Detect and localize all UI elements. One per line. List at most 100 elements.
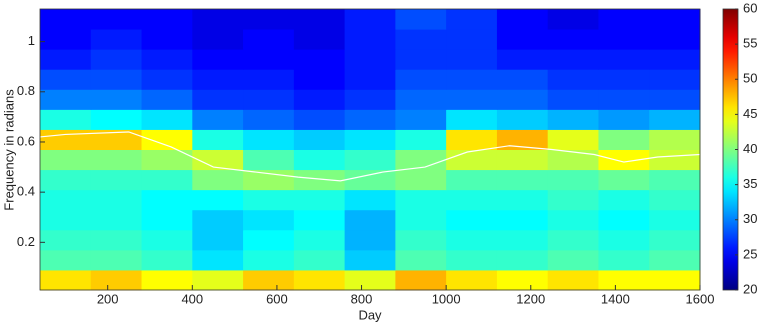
heat-cell (598, 69, 650, 90)
heat-cell (90, 49, 143, 70)
ridge-line (39, 131, 701, 182)
heat-cell (40, 209, 92, 231)
heat-cell (446, 29, 498, 50)
heat-cell (141, 249, 193, 271)
heat-cell (40, 149, 92, 171)
heat-cell (192, 149, 244, 171)
heat-cell (293, 129, 346, 150)
heat-cell (141, 9, 193, 30)
heat-cell (344, 209, 396, 231)
heat-cell (446, 49, 498, 70)
heat-cell (90, 89, 143, 110)
heat-cell (547, 169, 599, 191)
heat-cell (90, 29, 143, 50)
heat-cell (40, 49, 92, 70)
heat-cell (192, 189, 244, 211)
heat-cell (90, 129, 143, 150)
heat-cell (598, 129, 650, 150)
heat-cell (40, 189, 92, 211)
heat-cell (90, 249, 143, 271)
heat-cell (496, 109, 549, 130)
heat-cell (293, 29, 346, 50)
heat-cell (243, 49, 295, 70)
heat-cell (90, 209, 143, 231)
heat-cell (141, 49, 193, 70)
colorbar-tick-label: 20 (743, 281, 757, 296)
heat-cell (649, 69, 701, 90)
colorbar-tick-label: 45 (743, 106, 757, 121)
heat-cell (395, 169, 447, 191)
heat-cell (446, 209, 498, 231)
heat-cell (395, 209, 447, 231)
heat-cell (192, 109, 244, 130)
heat-cell (293, 49, 346, 70)
heat-cell (598, 29, 650, 50)
heat-cell (293, 69, 346, 90)
heat-cell (446, 69, 498, 90)
heat-cell (192, 209, 244, 231)
heat-cell (395, 249, 447, 271)
heat-cell (141, 209, 193, 231)
heat-cell (598, 189, 650, 211)
heat-cell (293, 9, 346, 30)
heat-cell (141, 149, 193, 171)
heat-cell (243, 209, 295, 231)
heat-cell (192, 29, 244, 50)
heat-cell (243, 189, 295, 211)
heat-cell (598, 89, 650, 110)
y-tick-label: 0.2 (17, 234, 35, 249)
y-tick-label: 0.6 (17, 133, 35, 148)
heat-cell (344, 169, 396, 191)
heat-cell (40, 269, 92, 291)
heat-cell (598, 269, 650, 291)
heat-cell (90, 189, 143, 211)
heat-cell (649, 269, 701, 291)
heat-cell (192, 89, 244, 110)
heat-cell (40, 9, 92, 30)
heat-cell (496, 69, 549, 90)
heat-cell (446, 269, 498, 291)
heat-cell (90, 169, 143, 191)
heat-cell (192, 69, 244, 90)
heat-cell (243, 69, 295, 90)
heat-cell (547, 49, 599, 70)
heat-cell (547, 69, 599, 90)
heat-cell (40, 69, 92, 90)
heat-cell (243, 269, 295, 291)
heat-cell (446, 149, 498, 171)
heat-cell (40, 89, 92, 110)
x-tick-label: 1600 (686, 291, 715, 306)
colorbar-tick-label: 60 (743, 0, 757, 15)
heat-cell (547, 109, 599, 130)
heat-cell (446, 169, 498, 191)
x-tick-label: 800 (351, 291, 373, 306)
heat-cell (344, 109, 396, 130)
x-tick-label: 1000 (432, 291, 461, 306)
x-tick-label: 200 (97, 291, 119, 306)
heat-cell (293, 169, 346, 191)
heat-cell (395, 89, 447, 110)
heat-cell (649, 209, 701, 231)
heat-cell (547, 89, 599, 110)
heat-cell (598, 109, 650, 130)
heat-cell (293, 209, 346, 231)
heat-cell (243, 129, 295, 150)
heat-cell (395, 229, 447, 251)
heat-cell (344, 129, 396, 150)
heat-cell (344, 69, 396, 90)
heat-cell (141, 129, 193, 150)
heat-cell (547, 189, 599, 211)
heat-cell (496, 29, 549, 50)
heat-cell (293, 229, 346, 251)
heat-cell (192, 9, 244, 30)
heat-cell (243, 169, 295, 191)
heat-cell (192, 249, 244, 271)
heat-cell (496, 89, 549, 110)
heat-cell (496, 209, 549, 231)
heat-cell (40, 169, 92, 191)
heat-cell (547, 229, 599, 251)
heat-cell (141, 69, 193, 90)
x-tick-label: 1400 (601, 291, 630, 306)
heat-cell (40, 129, 92, 150)
